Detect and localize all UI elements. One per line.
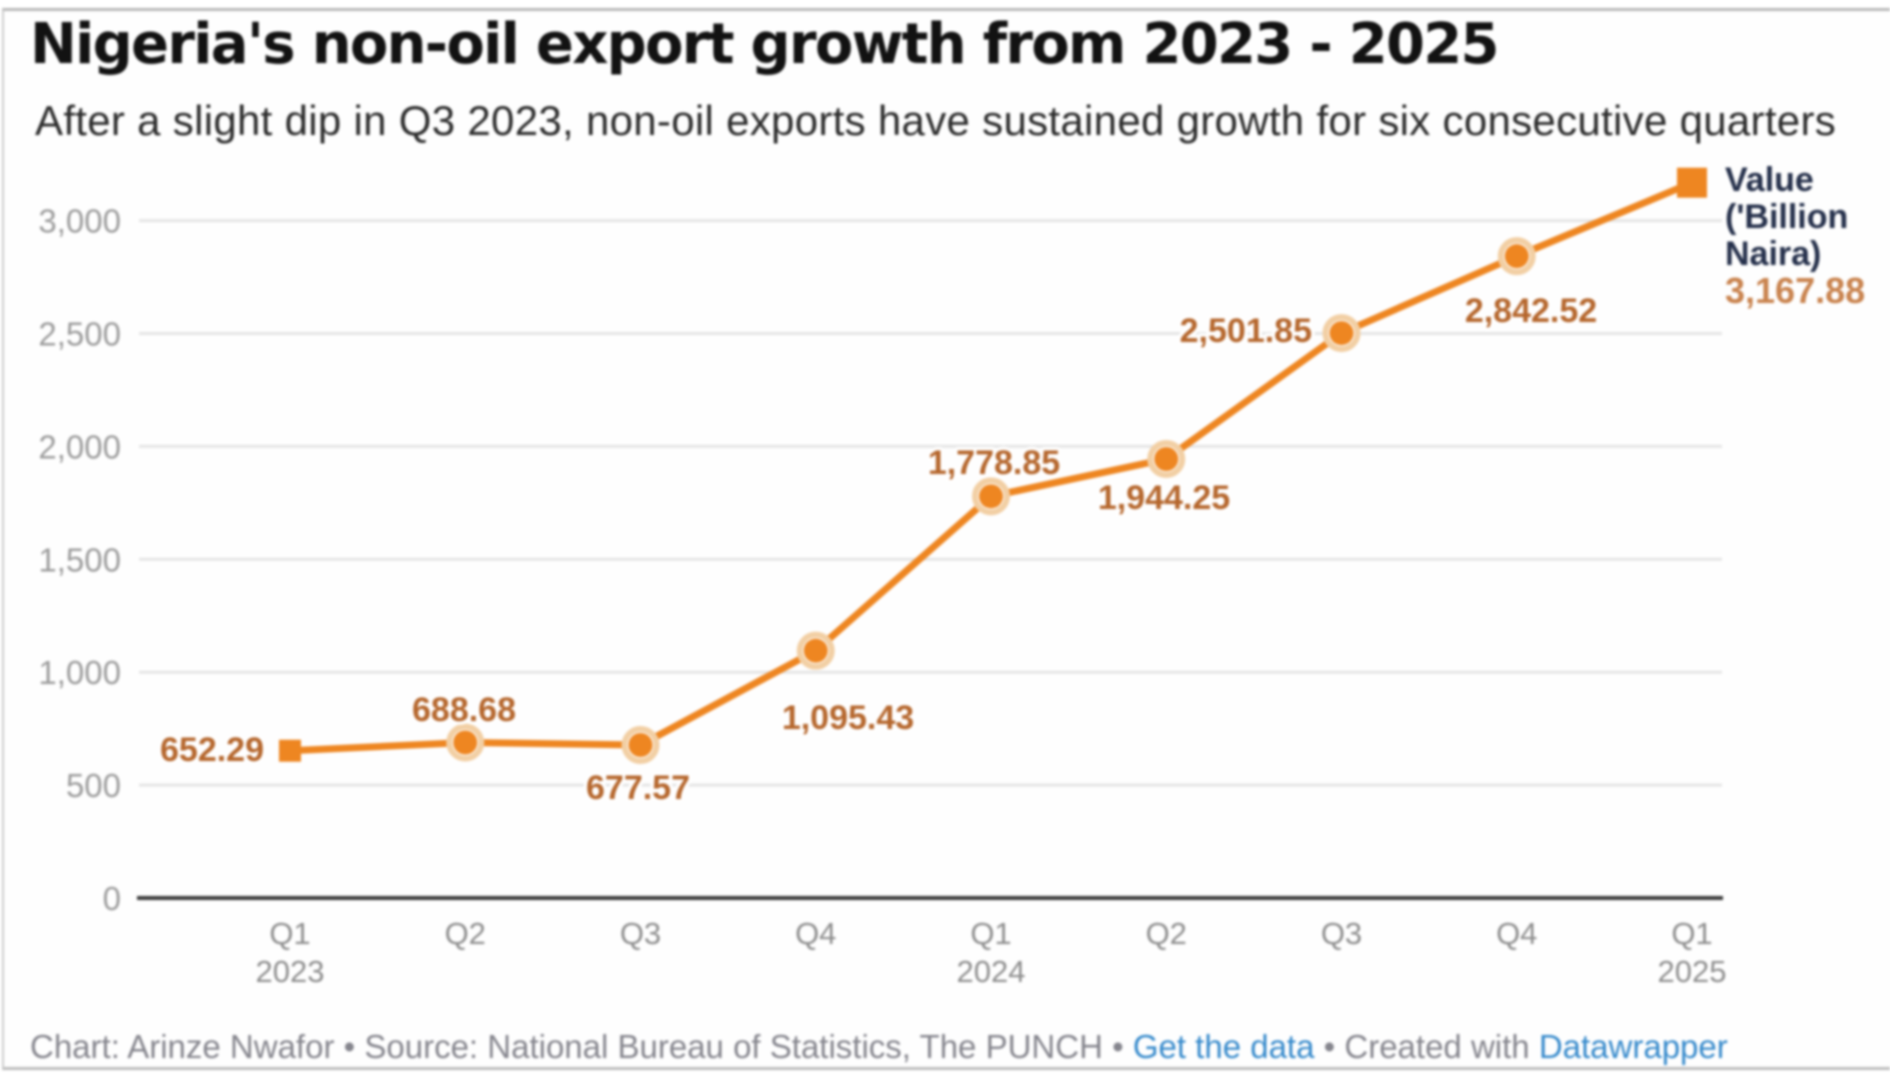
y-tick-label: 2,500 — [38, 316, 121, 353]
footer-separator: • — [1112, 1028, 1124, 1065]
datawrapper-link[interactable]: Datawrapper — [1538, 1028, 1728, 1065]
chart-footer: Chart: Arinze Nwafor • Source: National … — [30, 1030, 1728, 1063]
legend-last-value: 3,167.88 — [1725, 270, 1866, 311]
y-tick-label: 3,000 — [38, 203, 121, 240]
x-tick-label: Q2 — [445, 916, 486, 951]
footer-separator: • — [343, 1028, 356, 1065]
data-point-label: 688.68 — [412, 691, 516, 729]
y-tick-label: 2,000 — [38, 428, 121, 465]
data-point-label: 652.29 — [160, 731, 264, 769]
footer-separator: • — [1323, 1028, 1336, 1065]
x-tick-year-label: 2025 — [1658, 954, 1727, 989]
data-point — [628, 733, 653, 758]
y-tick-label: 500 — [66, 767, 121, 804]
data-point-label: 2,501.85 — [1180, 312, 1312, 350]
data-point-label: 677.57 — [586, 769, 690, 807]
data-point — [1329, 321, 1354, 346]
data-point-label: 1,095.43 — [782, 699, 914, 737]
y-tick-label: 1,500 — [38, 541, 121, 578]
x-tick-label: Q2 — [1146, 916, 1187, 951]
x-tick-year-label: 2024 — [957, 954, 1026, 989]
data-point — [1504, 244, 1529, 269]
x-tick-label: Q3 — [1321, 916, 1362, 951]
footer-credit: Chart: Arinze Nwafor — [30, 1028, 335, 1065]
data-point-label: 2,842.52 — [1465, 292, 1597, 330]
data-point-label: 1,778.85 — [928, 444, 1060, 482]
x-tick-label: Q1 — [970, 916, 1011, 951]
footer-source: Source: National Bureau of Statistics, T… — [364, 1028, 1103, 1065]
get-the-data-link[interactable]: Get the data — [1132, 1028, 1315, 1065]
data-point — [979, 484, 1003, 509]
data-point — [1154, 446, 1179, 471]
data-point — [453, 730, 478, 755]
chart-subtitle: After a slight dip in Q3 2023, non-oil e… — [35, 97, 1837, 144]
data-point — [803, 638, 828, 663]
x-tick-label: Q1 — [269, 916, 310, 951]
x-tick-label: Q3 — [620, 916, 661, 951]
y-tick-label: 0 — [103, 880, 121, 917]
legend-series-label: Value ('Billion Naira) — [1725, 161, 1849, 273]
x-tick-label: Q4 — [795, 916, 836, 951]
data-point — [1677, 167, 1707, 198]
x-tick-label: Q1 — [1671, 916, 1712, 951]
data-point-label: 1,944.25 — [1098, 479, 1230, 517]
y-tick-label: 1,000 — [38, 654, 121, 691]
chart-legend: Value ('Billion Naira) 3,167.88 — [1725, 162, 1890, 309]
x-tick-year-label: 2023 — [256, 954, 325, 989]
footer-created-with: Created with — [1344, 1028, 1530, 1065]
chart-title: Nigeria's non-oil export growth from 202… — [30, 12, 1499, 77]
data-point — [279, 739, 301, 762]
x-tick-label: Q4 — [1496, 916, 1537, 951]
